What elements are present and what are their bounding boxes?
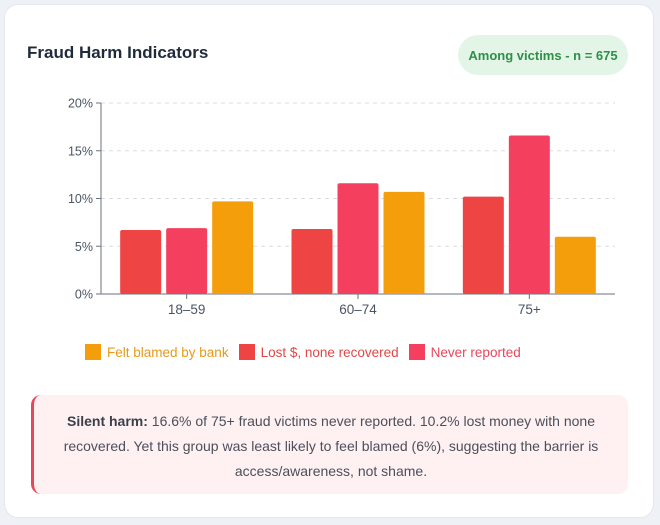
bar-chart: 0% 5% 10% 15% 20% 18–59 60–74 75+ (68, 97, 615, 317)
card-title: Fraud Harm Indicators (27, 43, 209, 62)
legend-swatch-lost-money (238, 344, 255, 360)
legend-swatch-felt-blamed (85, 344, 101, 360)
legend-swatch-never-reported (408, 344, 425, 360)
bar (337, 183, 379, 294)
legend-item-felt-blamed[interactable]: Felt blamed by bank (85, 344, 229, 360)
insight-callout: Silent harm: 16.6% of 75+ fraud victims … (31, 395, 628, 494)
x-tick-label: 18–59 (168, 302, 206, 317)
y-tick-label: 0% (75, 288, 93, 302)
callout-body: 16.6% of 75+ fraud victims never reporte… (63, 413, 599, 479)
chart-legend: Felt blamed by bank Lost $, none recover… (85, 344, 531, 360)
sample-size-badge: Among victims - n = 675 (458, 35, 628, 75)
x-tick-label: 75+ (518, 302, 541, 317)
bar (212, 201, 254, 294)
legend-label-never-reported: Never reported (430, 344, 521, 360)
chart-card: Fraud Harm Indicators Among victims - n … (4, 4, 654, 518)
callout-lead: Silent harm: (67, 413, 148, 429)
x-tick-label: 60–74 (339, 302, 377, 317)
legend-label-felt-blamed: Felt blamed by bank (107, 344, 229, 360)
bar (291, 229, 333, 294)
bar (383, 191, 425, 294)
bar (508, 135, 550, 294)
bar (166, 228, 208, 294)
y-tick-label: 5% (75, 240, 93, 254)
y-tick-label: 15% (68, 144, 93, 158)
bar (120, 230, 162, 294)
y-tick-label: 20% (68, 97, 93, 111)
legend-item-never-reported[interactable]: Never reported (408, 344, 521, 360)
legend-label-lost-money: Lost $, none recovered (260, 344, 399, 360)
y-tick-label: 10% (68, 192, 93, 206)
legend-item-lost-money[interactable]: Lost $, none recovered (238, 344, 399, 360)
bar (462, 196, 504, 294)
bar (554, 236, 596, 294)
